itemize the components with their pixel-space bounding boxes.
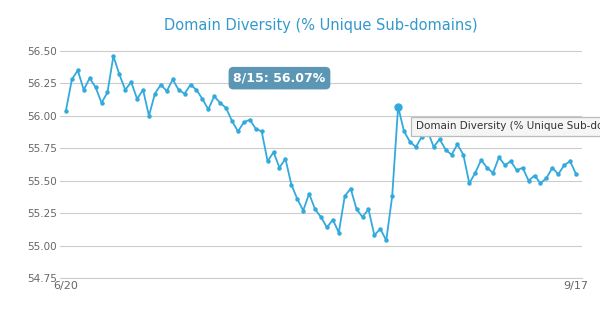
Text: 8/15: 56.07%: 8/15: 56.07% (233, 72, 326, 85)
Text: Domain Diversity (% Unique Sub-domains): Domain Diversity (% Unique Sub-domains) (416, 121, 600, 131)
Title: Domain Diversity (% Unique Sub-domains): Domain Diversity (% Unique Sub-domains) (164, 18, 478, 33)
